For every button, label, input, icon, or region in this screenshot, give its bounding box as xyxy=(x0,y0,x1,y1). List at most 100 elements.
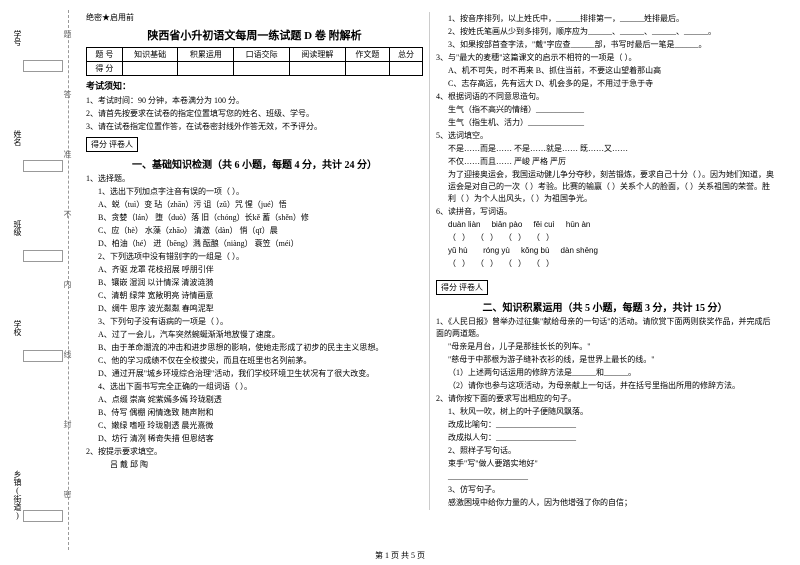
seal-char-0: 题 xyxy=(62,30,73,38)
th-3: 口语交际 xyxy=(234,48,290,62)
py-2: fěi cuì xyxy=(533,220,554,229)
r-q3-a: A、机不可失，时不再来 B、抓住当前，不要这山望着那山高 xyxy=(436,65,774,77)
right-column: 1、按音序排列，以上姓氏中，______排排第一，______姓排最后。 2、按… xyxy=(430,12,780,510)
opt-d1: D、柏油（hé） 迸（bēng）溅 酝酿（niàng） 蓑笠（méi） xyxy=(86,238,423,250)
r-item-1: 1、按音序排列，以上姓氏中，______排排第一，______姓排最后。 xyxy=(436,13,774,25)
notice-2: 2、请首先按要求在试卷的指定位置填写您的姓名、班级、学号。 xyxy=(86,108,423,119)
grade-box-2: 得分 评卷人 xyxy=(436,280,488,295)
left-column: 绝密★启用前 陕西省小升初语文每周一练试题 D 卷 附解析 题 号 知识基础 积… xyxy=(80,12,430,510)
s2-q2-1: 1、秋风一吹，树上的叶子便随风飘落。 xyxy=(436,406,774,418)
seal-char-7: 密 xyxy=(62,490,73,498)
py-6: kǒng bù xyxy=(521,246,549,255)
th-2: 积累运用 xyxy=(178,48,234,62)
q1: 1、选择题。 xyxy=(86,173,423,185)
notice-head: 考试须知： xyxy=(86,79,423,92)
s2-q2-6: ____________________ xyxy=(436,471,774,483)
label-xiangzhen: 乡镇(街道) xyxy=(12,470,23,520)
opt-d2: D、绸牛 思序 波光粼粼 春鸣泥犁 xyxy=(86,303,423,315)
r-q6: 6、读拼音，写词语。 xyxy=(436,206,774,218)
opt-b2: B、镶嵌 湿润 以计情深 清波涟漪 xyxy=(86,277,423,289)
r-item-2: 2、按姓氏笔画从少到多排列，顺序应为______、______、______、_… xyxy=(436,26,774,38)
r-q4: 4、根据词语的不同意思造句。 xyxy=(436,91,774,103)
opt-c1: C、应（hè） 水藻（zhāo） 清澈（dàn） 悄（qī）晨 xyxy=(86,225,423,237)
seal-char-1: 答 xyxy=(62,90,73,98)
section2-title: 二、知识积累运用（共 5 小题，每题 3 分，共计 15 分） xyxy=(436,299,774,314)
table-row: 题 号 知识基础 积累运用 口语交际 阅读理解 作文题 总分 xyxy=(87,48,423,62)
paren-r1: （ ） （ ） （ ） （ ） xyxy=(436,232,774,244)
seal-char-3: 不 xyxy=(62,210,73,218)
seal-char-2: 准 xyxy=(62,150,73,158)
s2-q2-4: 2、照样子写句话。 xyxy=(436,445,774,457)
page-footer: 第 1 页 共 5 页 xyxy=(0,550,800,561)
th-5: 作文题 xyxy=(345,48,389,62)
quote-1: "母亲是月台，儿子是那挂长长的列车。" xyxy=(436,341,774,353)
r-q5-w2: 不仅……而且…… 严峻 严格 严厉 xyxy=(436,156,774,168)
py-3: hūn àn xyxy=(566,220,590,229)
py-4: yǔ hù xyxy=(448,246,468,255)
seal-char-5: 线 xyxy=(62,350,73,358)
score-label: 得 分 xyxy=(87,62,123,76)
score-table: 题 号 知识基础 积累运用 口语交际 阅读理解 作文题 总分 得 分 xyxy=(86,47,423,76)
box-banji xyxy=(23,250,63,262)
seal-char-6: 封 xyxy=(62,420,73,428)
r-q5-s: 为了迎接奥运会，我国运动健儿争分夺秒，刻苦锻炼，要求自己十分（ ）。因为她们知道… xyxy=(436,169,774,205)
opt-c3: C、他的学习成绩不仅在全校拔尖，而且在班里也名列前茅。 xyxy=(86,355,423,367)
r-item-3: 3、如果按部首查字法，"戴"字应查______部，书写时最后一笔是______。 xyxy=(436,39,774,51)
box-xiangzhen xyxy=(23,510,63,522)
py-0: duàn liàn xyxy=(448,220,480,229)
opt-a1: A、蜕（tuì）变 玷（zhān）污 诅（zǔ）咒 惺（jué）悟 xyxy=(86,199,423,211)
s2-q1-sub1: （1）上述两句话运用的修辞方法是______和______。 xyxy=(436,367,774,379)
opt-c4: C、嫩绿 嗜哑 玲珑剔透 晨光熹微 xyxy=(86,420,423,432)
py-1: biān pào xyxy=(492,220,523,229)
box-xuehao xyxy=(23,60,63,72)
q2: 2、按提示要求填空。 xyxy=(86,446,423,458)
main-content: 绝密★启用前 陕西省小升初语文每周一练试题 D 卷 附解析 题 号 知识基础 积… xyxy=(80,12,790,510)
opt-a2: A、齐驱 龙罩 花枝招展 呼朋引伴 xyxy=(86,264,423,276)
binding-sidebar: 学号 姓名 班级 学校 乡镇(街道) xyxy=(8,10,68,550)
r-q3-c: C、志存高远，先有远大 D、机会多的是，不用过于急于寺 xyxy=(436,78,774,90)
q1-4: 4、选出下面书写完全正确的一组词语（ ）。 xyxy=(86,381,423,393)
opt-b4: B、侍写 偶棚 闲情逸致 随声附和 xyxy=(86,407,423,419)
opt-d4: D、坊行 清冽 稀奇失措 但恩结客 xyxy=(86,433,423,445)
pinyin-r1: duàn liàn biān pào fěi cuì hūn àn xyxy=(436,219,774,231)
r-q5: 5、选词填空。 xyxy=(436,130,774,142)
s2-q2-7: 3、仿写句子。 xyxy=(436,484,774,496)
label-xuexiao: 学校 xyxy=(12,320,23,336)
opt-a3: A、过了一会儿，汽车突然蜿蜒渐渐地放慢了速度。 xyxy=(86,329,423,341)
secret-label: 绝密★启用前 xyxy=(86,12,423,23)
box-xingming xyxy=(23,160,63,172)
s2-q2: 2、请你按下面的要求写出相应的句子。 xyxy=(436,393,774,405)
label-banji: 班级 xyxy=(12,220,23,236)
opt-c2: C、清朝 绿萍 宽敞明亮 诗情画意 xyxy=(86,290,423,302)
exam-title: 陕西省小升初语文每周一练试题 D 卷 附解析 xyxy=(86,27,423,43)
label-xingming: 姓名 xyxy=(12,130,23,146)
th-6: 总分 xyxy=(390,48,423,62)
r-q5-w1: 不是……而是…… 不是……就是…… 既……又…… xyxy=(436,143,774,155)
th-1: 知识基础 xyxy=(122,48,178,62)
opt-b3: B、由于革命潮流的冲击和进步思想的影响，使她走形成了初步的民主主义思想。 xyxy=(86,342,423,354)
r-q3: 3、与"最大的麦穗"这篇课文的启示不相符的一项是（ ）。 xyxy=(436,52,774,64)
grade-box-1: 得分 评卷人 xyxy=(86,137,138,152)
section1-title: 一、基础知识检测（共 6 小题，每题 4 分，共计 24 分） xyxy=(86,156,423,171)
py-5: róng yù xyxy=(483,246,510,255)
s2-q2-3: 改成拟人句：____________________ xyxy=(436,432,774,444)
s2-q2-5: 束手"写"做人要踏实地好" xyxy=(436,458,774,470)
opt-b1: B、贪婪（lán） 堕（duò）落 旧（chóng）长kě 蓄（shěn）修 xyxy=(86,212,423,224)
opt-a4: A、点缀 崇高 姹紫嫣多嫣 玲珑剔透 xyxy=(86,394,423,406)
box-xuexiao xyxy=(23,350,63,362)
s2-q1-sub2: （2）请你也参与这项活动，为母亲献上一句话，并在括号里指出所用的修辞方法。 xyxy=(436,380,774,392)
notice-1: 1、考试时间：90 分钟，本卷满分为 100 分。 xyxy=(86,95,423,106)
pinyin-r2: yǔ hù róng yù kǒng bù dàn shēng xyxy=(436,245,774,257)
s2-q2-2: 改成比喻句：____________________ xyxy=(436,419,774,431)
r-q4-2: 生气（指生机、活力）______________ xyxy=(436,117,774,129)
seal-char-4: 内 xyxy=(62,280,73,288)
table-row: 得 分 xyxy=(87,62,423,76)
s2-q2-8: 感激困境中给你力量的人，因为他增强了你的自信； xyxy=(436,497,774,509)
quote-2: "慈母于中那根为游子缝补衣衫的线，是世界上最长的线。" xyxy=(436,354,774,366)
py-7: dàn shēng xyxy=(561,246,598,255)
paren-r2: （ ） （ ） （ ） （ ） xyxy=(436,258,774,270)
label-xuehao: 学号 xyxy=(12,30,23,46)
q1-1: 1、选出下列加点字注音有误的一项（ ）。 xyxy=(86,186,423,198)
opt-d3: D、通过开展"城乡环境综合治理"活动，我们学校环境卫生状况有了很大改变。 xyxy=(86,368,423,380)
notice-3: 3、请在试卷指定位置作答，在试卷密封线外作答无效，不予评分。 xyxy=(86,121,423,132)
